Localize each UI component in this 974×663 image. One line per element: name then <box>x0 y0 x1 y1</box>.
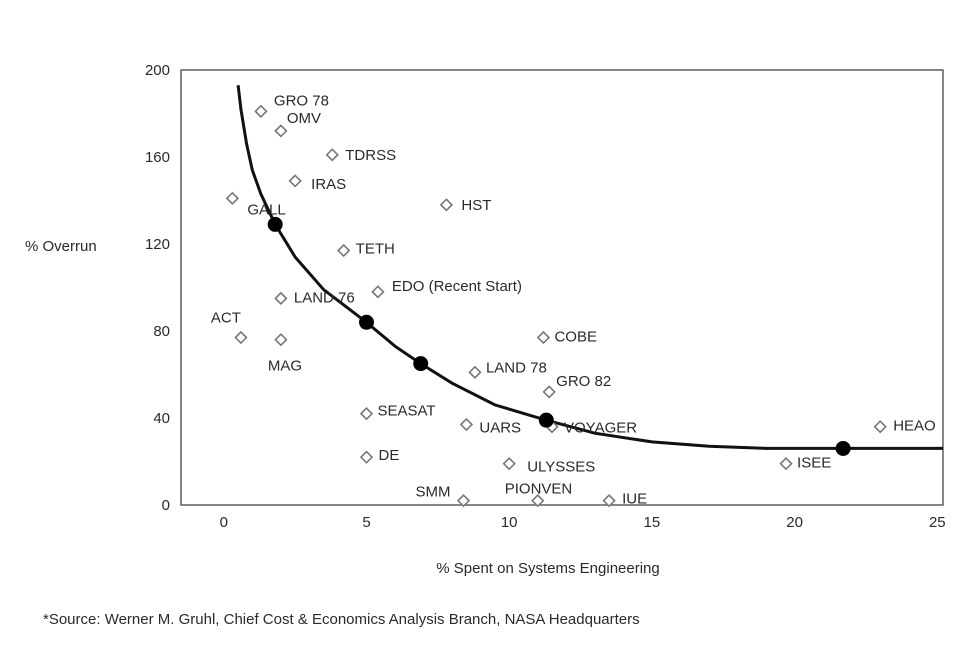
source-note: *Source: Werner M. Gruhl, Chief Cost & E… <box>43 611 640 628</box>
data-point-label: IUE <box>622 491 647 508</box>
x-tick-label: 15 <box>644 514 661 531</box>
data-point-label: MAG <box>268 358 302 375</box>
data-point-label: GALL <box>247 201 285 218</box>
data-point-label: VOYAGER <box>564 420 637 437</box>
data-point-marker <box>502 457 516 471</box>
data-point-marker <box>325 148 339 162</box>
y-tick-label: 200 <box>145 62 170 79</box>
data-point-marker <box>536 330 551 345</box>
data-point-marker <box>439 198 454 212</box>
x-tick-label: 25 <box>929 514 946 531</box>
data-point-label: HST <box>461 197 491 214</box>
data-point-marker <box>459 417 474 432</box>
plot-frame <box>180 69 944 506</box>
curve-markers <box>267 216 851 456</box>
x-tick-label: 5 <box>362 514 370 531</box>
data-point-marker <box>456 494 471 508</box>
data-point-label: ACT <box>211 310 241 327</box>
data-point-marker <box>779 457 793 471</box>
data-point-marker <box>371 285 385 299</box>
data-point-label: LAND 78 <box>486 359 547 376</box>
data-point-marker <box>337 243 351 258</box>
y-tick-label: 120 <box>145 236 170 253</box>
data-point-marker <box>359 450 374 464</box>
x-tick-label: 20 <box>786 514 803 531</box>
x-tick-label: 0 <box>220 514 228 531</box>
trend-curve <box>236 85 943 450</box>
data-point-label: PIONVEN <box>505 481 573 498</box>
data-point-marker <box>288 174 302 188</box>
data-point-label: ULYSSES <box>527 459 595 476</box>
data-point-marker <box>274 124 288 138</box>
data-point-marker <box>468 365 482 379</box>
data-point-label: TDRSS <box>345 147 396 164</box>
x-axis-ticks: 0 5 10 15 20 25 <box>220 514 946 531</box>
x-tick-label: 10 <box>501 514 518 531</box>
y-tick-label: 40 <box>153 410 170 427</box>
curve-marker <box>835 440 851 456</box>
curve-marker <box>267 216 283 232</box>
data-point-label: OMV <box>287 110 321 127</box>
data-point-marker <box>225 191 240 205</box>
data-point-marker <box>274 333 288 347</box>
data-point-label: UARS <box>479 420 521 437</box>
data-point-label: COBE <box>554 329 597 346</box>
data-point-label: TETH <box>356 241 395 258</box>
data-point-marker <box>873 420 887 434</box>
data-point-marker <box>359 407 374 421</box>
data-point-label: SMM <box>416 484 451 501</box>
data-point-marker <box>531 494 545 508</box>
data-point-label: HEAO <box>893 418 936 435</box>
data-point-label: GRO 78 <box>274 92 329 109</box>
data-point-label: GRO 82 <box>556 373 611 390</box>
data-point-label: SEASAT <box>378 403 436 420</box>
data-point-marker <box>234 330 248 345</box>
y-tick-label: 160 <box>145 149 170 166</box>
y-axis-ticks: 0 40 80 120 160 200 <box>145 62 170 514</box>
data-point-marker <box>254 104 268 118</box>
data-point-marker <box>542 385 556 399</box>
curve-marker <box>413 356 429 372</box>
data-point-label: ISEE <box>797 455 831 472</box>
data-point-marker <box>602 494 616 508</box>
y-tick-label: 0 <box>162 497 170 514</box>
data-point-label: LAND 76 <box>294 289 355 306</box>
curve-marker <box>359 314 375 330</box>
curve-marker <box>538 412 554 428</box>
x-axis-label: % Spent on Systems Engineering <box>436 560 659 577</box>
data-point-label: DE <box>379 447 400 464</box>
data-point-label: EDO (Recent Start) <box>392 278 522 295</box>
y-axis-label: % Overrun <box>25 238 97 255</box>
data-point-marker <box>274 291 288 306</box>
y-tick-label: 80 <box>153 323 170 340</box>
data-point-label: IRAS <box>311 176 346 193</box>
